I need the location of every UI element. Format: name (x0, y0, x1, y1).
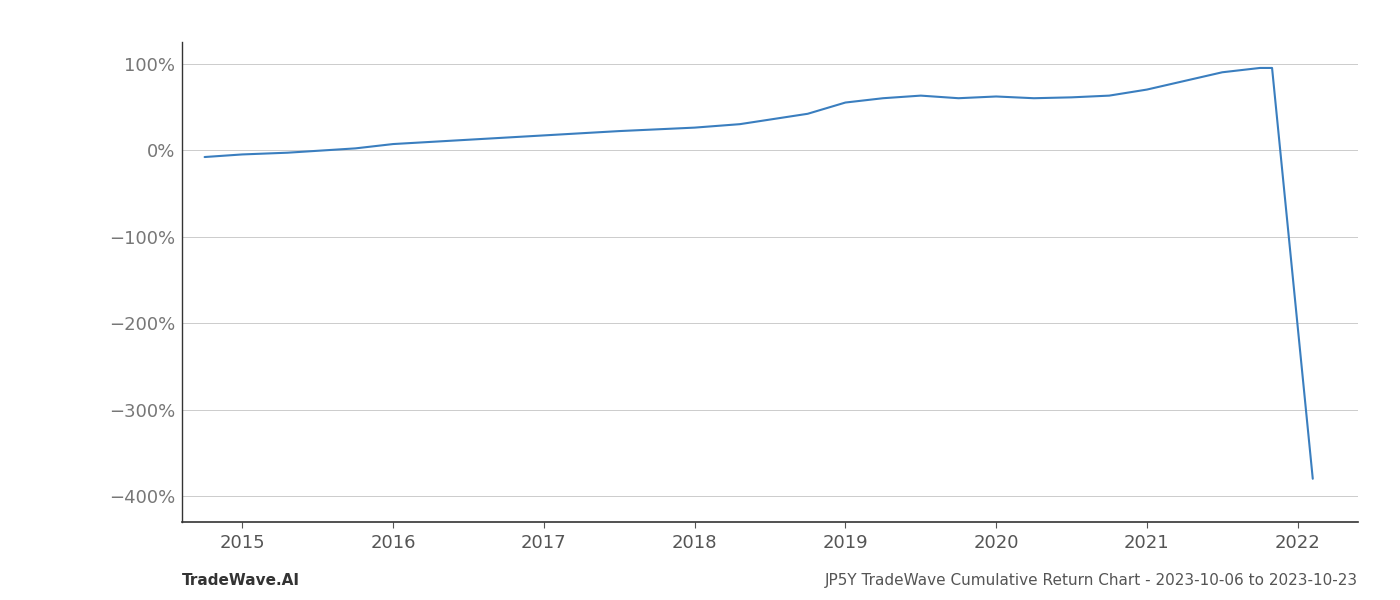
Text: JP5Y TradeWave Cumulative Return Chart - 2023-10-06 to 2023-10-23: JP5Y TradeWave Cumulative Return Chart -… (825, 573, 1358, 588)
Text: TradeWave.AI: TradeWave.AI (182, 573, 300, 588)
